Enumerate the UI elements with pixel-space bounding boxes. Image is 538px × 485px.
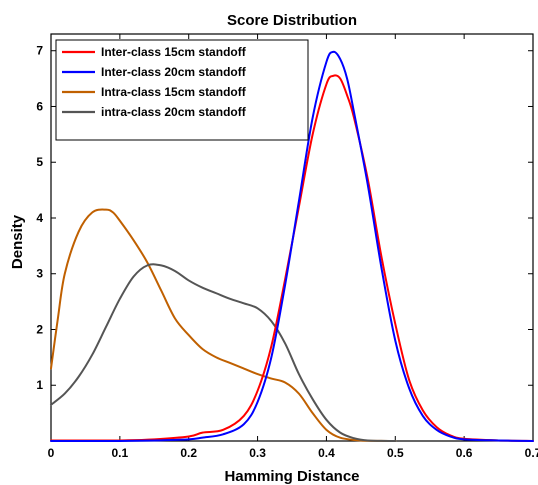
y-tick-label: 1 bbox=[36, 378, 43, 392]
y-tick-label: 2 bbox=[36, 322, 43, 336]
series-line-0 bbox=[50, 74, 534, 442]
x-tick-label: 0.1 bbox=[112, 446, 129, 460]
y-axis-label: Density bbox=[9, 214, 26, 269]
legend-box bbox=[55, 39, 309, 141]
x-tick-label: 0.4 bbox=[318, 446, 335, 460]
x-tick-label: 0.2 bbox=[180, 446, 197, 460]
y-tick-label: 4 bbox=[36, 211, 43, 225]
x-tick-label: 0.6 bbox=[456, 446, 473, 460]
y-tick-label: 3 bbox=[36, 267, 43, 281]
legend-label-1: Inter-class 20cm standoff bbox=[101, 65, 247, 79]
x-tick-label: 0.7 bbox=[525, 446, 538, 460]
x-axis-label: Hamming Distance bbox=[224, 468, 359, 485]
y-tick-label: 5 bbox=[36, 155, 43, 169]
axis-ticks: 0 0.1 0.2 0.3 0.4 0.5 0.6 0.7 1 2 3 4 5 6 7 bbox=[36, 34, 538, 460]
legend-label-2: Intra-class 15cm standoff bbox=[101, 85, 247, 99]
series-line-1 bbox=[50, 50, 534, 443]
x-tick-label: 0.3 bbox=[249, 446, 266, 460]
legend-label-3: intra-class 20cm standoff bbox=[101, 105, 247, 119]
chart-title: Score Distribution bbox=[227, 12, 357, 29]
series-line-2 bbox=[50, 208, 397, 442]
x-tick-label: 0 bbox=[48, 446, 55, 460]
legend: Inter-class 15cm standoff Inter-class 20c… bbox=[55, 39, 309, 141]
series-lines bbox=[50, 50, 534, 443]
legend-label-0: Inter-class 15cm standoff bbox=[101, 45, 247, 59]
x-tick-label: 0.5 bbox=[387, 446, 404, 460]
y-tick-label: 7 bbox=[36, 44, 43, 58]
y-tick-label: 6 bbox=[36, 99, 43, 113]
series-line-3 bbox=[50, 263, 397, 442]
